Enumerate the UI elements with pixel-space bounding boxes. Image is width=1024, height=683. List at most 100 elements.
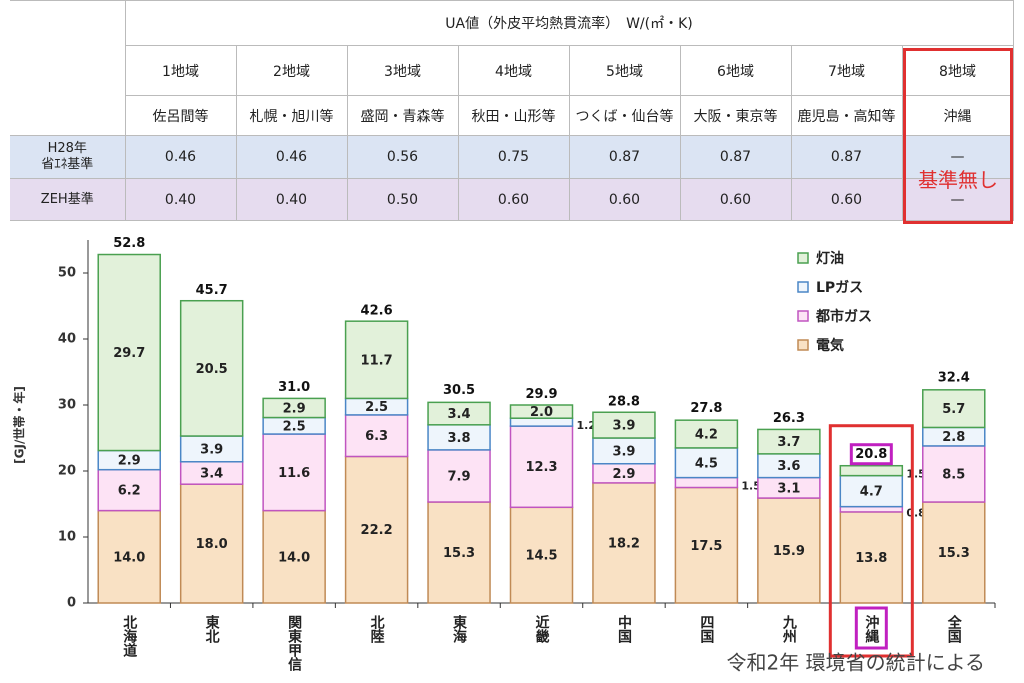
- region-cell: 8地域: [901, 45, 1014, 96]
- value-label: 2.9: [283, 401, 306, 416]
- header-row: UA値（外皮平均熱貫流率） W/(㎡・K): [10, 0, 1014, 136]
- legend-swatch: [797, 339, 809, 351]
- value-label: 18.2: [608, 536, 640, 551]
- x-tick-label: 全国: [946, 614, 963, 644]
- value-label: 3.4: [448, 407, 471, 422]
- value-cell: 0.87: [679, 135, 792, 179]
- y-axis-label: [GJ/世帯・年]: [12, 386, 27, 464]
- bar-segment: [757, 497, 821, 604]
- bar-segment: [757, 428, 821, 455]
- region-cell: 1地域: [124, 45, 237, 96]
- bar-segment: [179, 299, 244, 437]
- row-label: ZEH基準: [10, 178, 126, 221]
- x-tick-label: 北海道: [121, 615, 137, 658]
- highlight-category-box: [854, 606, 888, 650]
- value-label: 15.3: [443, 546, 475, 561]
- legend-swatch: [797, 252, 809, 264]
- table-header: UA値（外皮平均熱貫流率） W/(㎡・K): [124, 0, 1014, 46]
- value-label: 12.3: [525, 460, 557, 475]
- bar-segment: [179, 483, 244, 604]
- value-label: 29.7: [113, 346, 145, 361]
- value-label: 2.9: [612, 467, 635, 482]
- total-label: 32.4: [938, 371, 970, 386]
- bar-segment: [427, 401, 491, 426]
- value-label: 11.6: [278, 466, 310, 481]
- area-cell: 沖縄: [901, 95, 1014, 136]
- region-row: 1地域 2地域 3地域 4地域 5地域 6地域 7地域 8地域: [10, 45, 1014, 96]
- value-label: 15.9: [773, 544, 805, 559]
- y-tick-label: 30: [58, 398, 76, 413]
- total-label: 26.3: [773, 411, 805, 426]
- bar-segment: [674, 447, 739, 479]
- region-cell: 4地域: [457, 45, 570, 96]
- row-label-line: H28年: [47, 141, 87, 156]
- total-label: 28.8: [608, 394, 640, 409]
- value-cell: 0.40: [124, 178, 237, 221]
- x-tick-label: 東北: [204, 614, 220, 644]
- bar-segment: [509, 425, 574, 509]
- value-label: 14.5: [525, 549, 557, 564]
- value-label: 20.5: [196, 362, 228, 377]
- data-row: ZEH基準 0.40 0.40 0.50 0.60 0.60 0.60 0.60—: [10, 178, 1014, 221]
- value-cell: 0.87: [790, 135, 903, 179]
- bar-segment: [97, 509, 161, 604]
- value-label: 5.7: [942, 402, 965, 417]
- bar-segment: [674, 476, 739, 489]
- value-label: 13.8: [855, 551, 887, 566]
- value-cell: 0.75: [457, 135, 570, 179]
- highlight-label-box: [849, 443, 893, 466]
- value-cell: —: [901, 178, 1014, 221]
- y-tick-label: 0: [67, 596, 76, 611]
- value-label: 4.5: [695, 456, 718, 471]
- value-label: 3.6: [777, 459, 800, 474]
- y-tick-label: 10: [58, 530, 76, 545]
- value-label: 2.9: [118, 454, 141, 469]
- total-label: 30.5: [443, 383, 475, 398]
- total-label: 20.8: [855, 447, 887, 462]
- value-label: 3.4: [200, 466, 223, 481]
- bar-segment: [344, 320, 409, 400]
- bar-segment: [97, 468, 161, 512]
- bar-segment: [839, 505, 904, 513]
- value-cell: 0.60: [679, 178, 792, 221]
- value-cell: 0.87: [568, 135, 681, 179]
- source-note: 令和2年 環境省の統計による: [727, 651, 985, 675]
- value-label: 2.5: [365, 400, 388, 415]
- x-tick-label: 中国: [616, 614, 632, 644]
- value-label: 14.0: [113, 550, 145, 565]
- value-label: 15.3: [938, 546, 970, 561]
- bar-segment: [262, 397, 326, 419]
- value-label: 1.5: [741, 480, 761, 493]
- bar-segment: [179, 435, 244, 463]
- highlight-box: [903, 48, 1013, 224]
- row-label-line: 省ｴﾈ基準: [41, 157, 94, 172]
- total-label: 31.0: [278, 380, 310, 395]
- area-cell: 佐呂間等: [124, 95, 237, 136]
- area-cell: 鹿児島・高知等: [790, 95, 903, 136]
- region-cell: 7地域: [790, 45, 903, 96]
- area-cell: 札幌・旭川等: [235, 95, 348, 136]
- bar-segment: [344, 414, 409, 458]
- value-label: 3.1: [777, 481, 800, 496]
- legend-label: 都市ガス: [815, 308, 872, 325]
- highlight-box: [828, 424, 914, 658]
- bar-segment: [344, 455, 409, 604]
- x-tick-label: 沖縄: [863, 614, 879, 644]
- bar-segment: [592, 411, 656, 439]
- area-row: 佐呂間等 札幌・旭川等 盛岡・青森等 秋田・山形等 つくば・仙台等 大阪・東京等 鹿児島・高…: [10, 95, 1014, 136]
- area-cell: 盛岡・青森等: [346, 95, 459, 136]
- y-tick-label: 40: [58, 332, 76, 347]
- bar-segment: [839, 474, 904, 508]
- note: 基準無し: [918, 168, 998, 192]
- value-cell: 0.46: [124, 135, 237, 179]
- row-label: H28年 省ｴﾈ基準: [10, 135, 126, 179]
- value-label: 3.7: [777, 435, 800, 450]
- value-label: 4.2: [695, 428, 718, 443]
- value-label: 3.9: [200, 442, 223, 457]
- bar-segment: [674, 486, 739, 604]
- value-label: 7.9: [448, 469, 471, 484]
- corner-cell: [10, 0, 126, 136]
- value-label: 11.7: [361, 353, 393, 368]
